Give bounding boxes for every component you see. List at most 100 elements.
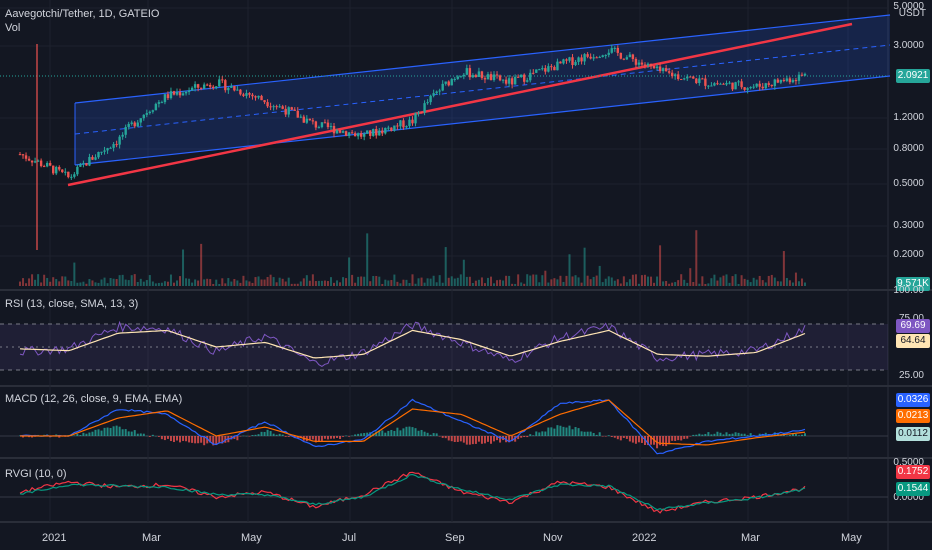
macd-histogram-bar — [764, 432, 767, 436]
price-candle — [592, 57, 595, 59]
price-candle — [444, 81, 447, 84]
macd-histogram-bar — [559, 425, 562, 436]
signal-value-badge: 0.0213 — [896, 409, 930, 423]
volume-bar — [447, 277, 450, 286]
volume-bar — [139, 278, 142, 286]
volume-bar — [227, 278, 230, 286]
volume-label[interactable]: Vol — [5, 22, 21, 34]
macd-histogram-bar — [671, 436, 674, 441]
volume-bar — [323, 280, 326, 286]
price-candle — [97, 152, 100, 158]
macd-histogram-bar — [287, 436, 290, 437]
price-candle — [275, 106, 278, 108]
price-candle — [532, 72, 535, 74]
macd-histogram-bar — [746, 435, 749, 436]
macd-histogram-bar — [31, 436, 34, 438]
volume-bar — [785, 278, 788, 286]
macd-histogram-bar — [468, 436, 471, 445]
currency-label[interactable]: USDT — [898, 8, 926, 19]
macd-label[interactable]: MACD (12, 26, close, 9, EMA, EMA) — [5, 393, 183, 405]
price-candle — [130, 122, 133, 124]
price-candle — [347, 132, 351, 136]
volume-bar — [758, 275, 761, 286]
price-candle — [387, 127, 390, 129]
price-candle — [683, 78, 686, 80]
price-candle — [803, 73, 807, 76]
price-candle — [70, 176, 73, 178]
price-candle — [676, 74, 680, 80]
price-candle — [698, 78, 701, 84]
price-candle — [456, 76, 459, 79]
price-candle — [356, 133, 360, 137]
price-candle — [562, 59, 565, 64]
volume-bar — [598, 265, 601, 286]
macd-histogram-bar — [725, 432, 728, 436]
volume-bar — [215, 279, 218, 286]
price-candle — [242, 94, 245, 96]
price-candle — [667, 71, 671, 73]
macd-histogram-bar — [206, 436, 209, 444]
macd-histogram-bar — [444, 436, 447, 439]
price-candle — [82, 163, 85, 165]
volume-bar — [396, 281, 399, 286]
price-tick: 5.0000 — [893, 1, 924, 12]
macd-histogram-bar — [154, 435, 157, 437]
rvgi-label[interactable]: RVGI (10, 0) — [5, 468, 67, 480]
price-candle — [758, 83, 761, 87]
price-candle — [396, 125, 399, 127]
volume-bar — [565, 275, 568, 286]
price-candle — [544, 68, 547, 72]
price-candle — [541, 68, 544, 70]
volume-bar — [317, 280, 320, 286]
macd-histogram-bar — [486, 436, 489, 442]
price-candle — [770, 84, 773, 86]
volume-bar — [538, 282, 541, 286]
volume-bar — [710, 278, 713, 286]
macd-histogram-bar — [601, 436, 604, 437]
price-candle — [139, 118, 142, 123]
macd-histogram-bar — [773, 432, 776, 436]
price-candle — [341, 131, 345, 133]
macd-histogram-bar — [58, 436, 61, 438]
price-candle — [613, 47, 616, 49]
volume-bar — [450, 276, 453, 286]
price-candle — [390, 127, 393, 131]
price-candle — [48, 163, 52, 166]
volume-bar — [468, 276, 471, 286]
volume-bar — [239, 282, 242, 286]
price-candle — [432, 93, 435, 96]
volume-bar — [550, 279, 553, 286]
price-candle — [743, 87, 746, 90]
symbol-title[interactable]: Aavegotchi/Tether, 1D, GATEIO — [5, 8, 160, 20]
volume-bar — [613, 280, 616, 286]
macd-histogram-bar — [363, 433, 366, 436]
volume-bar — [290, 283, 293, 286]
volume-bar — [387, 280, 390, 286]
price-candle — [498, 75, 502, 81]
volume-bar — [804, 282, 806, 286]
trendline — [67, 22, 853, 187]
volume-bar — [299, 281, 302, 286]
price-candle — [39, 160, 43, 167]
macd-histogram-bar — [100, 430, 103, 436]
time-tick: Mar — [142, 532, 161, 544]
macd-histogram-bar — [791, 433, 794, 436]
price-candle — [251, 94, 254, 97]
volume-bar — [281, 278, 284, 286]
macd-histogram-bar — [133, 430, 136, 436]
rsi-label[interactable]: RSI (13, close, SMA, 13, 3) — [5, 298, 139, 310]
macd-histogram-bar — [731, 433, 734, 436]
price-candle — [646, 63, 650, 66]
macd-histogram-bar — [260, 431, 263, 436]
volume-bar — [67, 280, 70, 286]
price-candle — [124, 127, 127, 135]
macd-histogram-bar — [139, 433, 142, 436]
macd-histogram-bar — [109, 427, 112, 436]
price-candle — [707, 85, 710, 87]
price-candle — [601, 55, 604, 58]
price-candle — [704, 78, 707, 86]
price-candle — [767, 83, 770, 85]
price-tick: 3.0000 — [893, 40, 924, 51]
volume-bar — [224, 283, 227, 286]
